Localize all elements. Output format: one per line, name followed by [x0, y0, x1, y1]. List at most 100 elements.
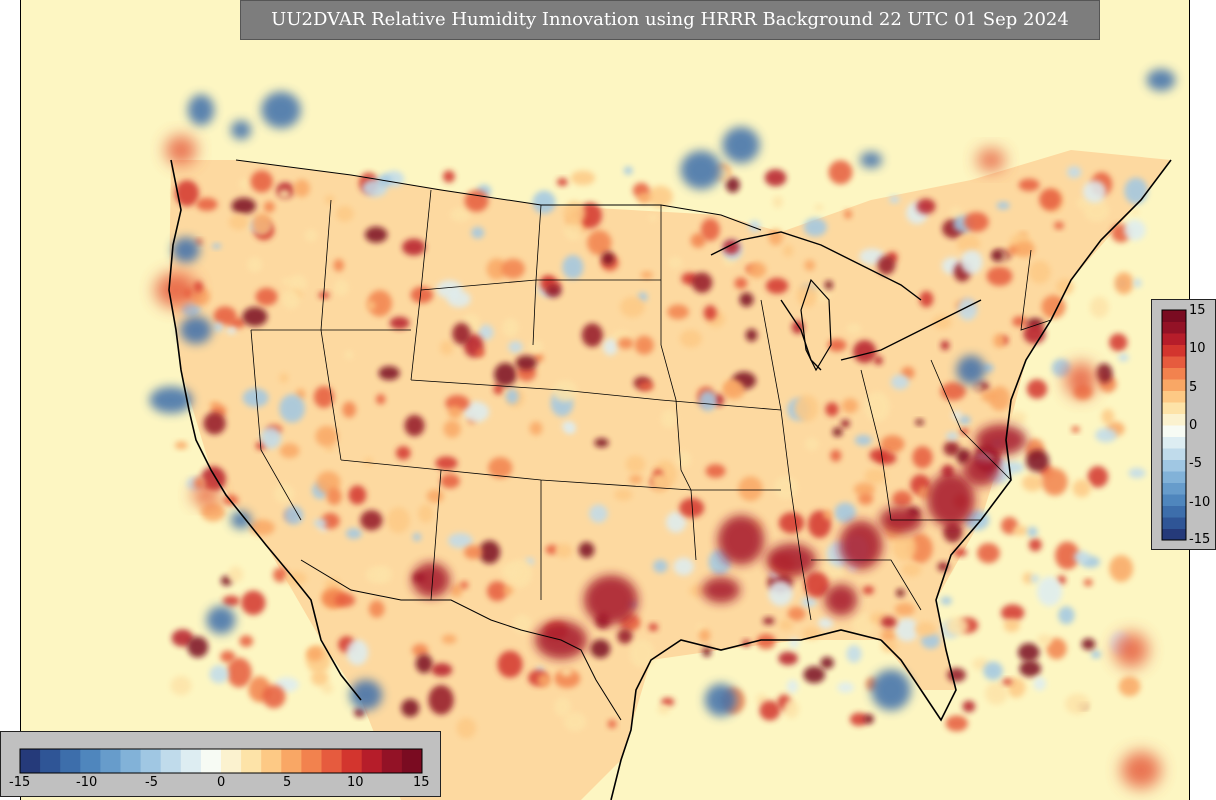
land-texture-cell	[288, 274, 308, 293]
land-texture-cell	[463, 401, 490, 423]
land-texture-cell	[440, 340, 454, 356]
land-texture-cell	[880, 435, 905, 453]
land-texture-cell	[563, 201, 586, 226]
land-texture-cell	[617, 628, 633, 644]
land-texture-cell	[949, 206, 963, 218]
land-texture-cell	[412, 533, 422, 542]
land-texture-cell	[977, 542, 1000, 564]
colorbar-bottom-cell	[100, 749, 121, 773]
land-texture-cell	[827, 338, 847, 352]
land-texture-cell	[181, 301, 201, 317]
land-texture-cell	[705, 464, 726, 478]
land-texture-cell	[824, 280, 833, 290]
colorbar-right-cell	[1162, 333, 1186, 345]
land-texture-cell	[590, 639, 611, 659]
colorbar-right-tick: 0	[1189, 418, 1198, 433]
land-texture-cell	[211, 243, 222, 250]
land-texture-cell	[1014, 241, 1035, 257]
land-texture-cell	[426, 489, 444, 503]
land-texture-cell	[1028, 260, 1051, 284]
land-texture-cell	[679, 498, 705, 518]
land-texture-cell	[912, 446, 933, 469]
land-texture-cell	[486, 258, 507, 280]
land-texture-cell	[679, 329, 702, 348]
land-texture-cell	[1072, 479, 1091, 498]
land-texture-cell	[846, 323, 862, 335]
land-texture-cell	[1073, 551, 1090, 564]
land-texture-cell	[1002, 678, 1013, 686]
ocean-innovation-area	[165, 135, 197, 165]
land-texture-cell	[602, 338, 618, 356]
land-texture-cell	[1030, 574, 1040, 583]
land-texture-cell	[435, 456, 458, 470]
land-texture-cell	[464, 545, 483, 560]
colorbar-right-cell	[1162, 459, 1186, 472]
land-texture-cell	[452, 322, 471, 345]
land-texture-cell	[892, 490, 913, 507]
land-texture-cell	[262, 684, 286, 709]
land-texture-cell	[346, 639, 369, 666]
land-texture-cell	[556, 178, 568, 187]
ocean-innovation-area	[1113, 632, 1149, 668]
land-texture-cell	[402, 238, 426, 256]
land-texture-cell	[231, 197, 256, 215]
land-texture-cell	[412, 643, 429, 657]
land-texture-cell	[1128, 467, 1146, 479]
land-texture-cell	[578, 541, 595, 559]
negative-innovation-area	[704, 683, 738, 717]
land-texture-cell	[321, 682, 334, 694]
land-texture-cell	[734, 277, 748, 290]
land-texture-cell	[401, 698, 420, 718]
great-lakes-shore	[710, 231, 982, 371]
colorbar-bottom-cell	[160, 749, 182, 773]
land-texture-cell	[787, 606, 806, 621]
land-texture-cell	[449, 207, 472, 222]
land-texture-cell	[782, 244, 794, 257]
land-texture-cell	[617, 337, 634, 350]
land-texture-cell	[803, 217, 827, 237]
land-texture-cell	[226, 657, 252, 688]
colorbar-bottom-cell	[140, 749, 162, 773]
land-texture-cell	[497, 650, 523, 678]
land-texture-cell	[587, 230, 612, 256]
negative-innovation-area	[187, 94, 215, 126]
land-texture-cell	[846, 644, 862, 663]
colorbar-bottom-cell	[221, 749, 242, 773]
land-texture-cell	[1083, 578, 1093, 587]
land-texture-cell	[759, 700, 781, 721]
land-texture-cell	[201, 502, 226, 522]
land-texture-cell	[1096, 363, 1113, 384]
land-texture-cell	[562, 255, 584, 280]
colorbar-right-cell	[1162, 425, 1186, 437]
land-texture-cell	[673, 557, 694, 576]
colorbar-bottom-tick: 15	[413, 775, 430, 790]
negative-innovation-area	[261, 91, 301, 129]
land-texture-cell	[849, 712, 869, 726]
land-texture-cell	[853, 482, 876, 497]
colorbar-bottom-tick: 5	[283, 775, 292, 790]
land-texture-cell	[440, 473, 460, 489]
land-texture-cell	[634, 335, 654, 355]
land-texture-cell	[837, 682, 855, 693]
land-texture-cell	[958, 415, 971, 425]
land-texture-cell	[1090, 650, 1102, 659]
land-texture-cell	[502, 586, 514, 595]
colorbar-bottom-cell	[381, 749, 403, 773]
positive-innovation-area	[824, 584, 858, 616]
land-texture-cell	[660, 409, 678, 429]
colorbar-right-cell	[1162, 471, 1186, 483]
land-texture-cell	[279, 443, 300, 459]
negative-innovation-area	[722, 126, 760, 164]
land-texture-cell	[448, 533, 473, 549]
colorbar-right-cell	[1162, 494, 1186, 506]
negative-innovation-area	[859, 151, 883, 169]
colorbar-bottom-cell	[20, 749, 41, 773]
land-texture-cell	[581, 323, 603, 348]
colorbar-right-cell	[1162, 356, 1186, 368]
land-texture-cell	[1008, 245, 1018, 255]
land-texture-cell	[932, 315, 952, 330]
land-texture-cell	[953, 548, 968, 557]
land-texture-cell	[293, 179, 310, 198]
land-texture-cell	[962, 700, 976, 713]
land-texture-cell	[500, 562, 523, 579]
